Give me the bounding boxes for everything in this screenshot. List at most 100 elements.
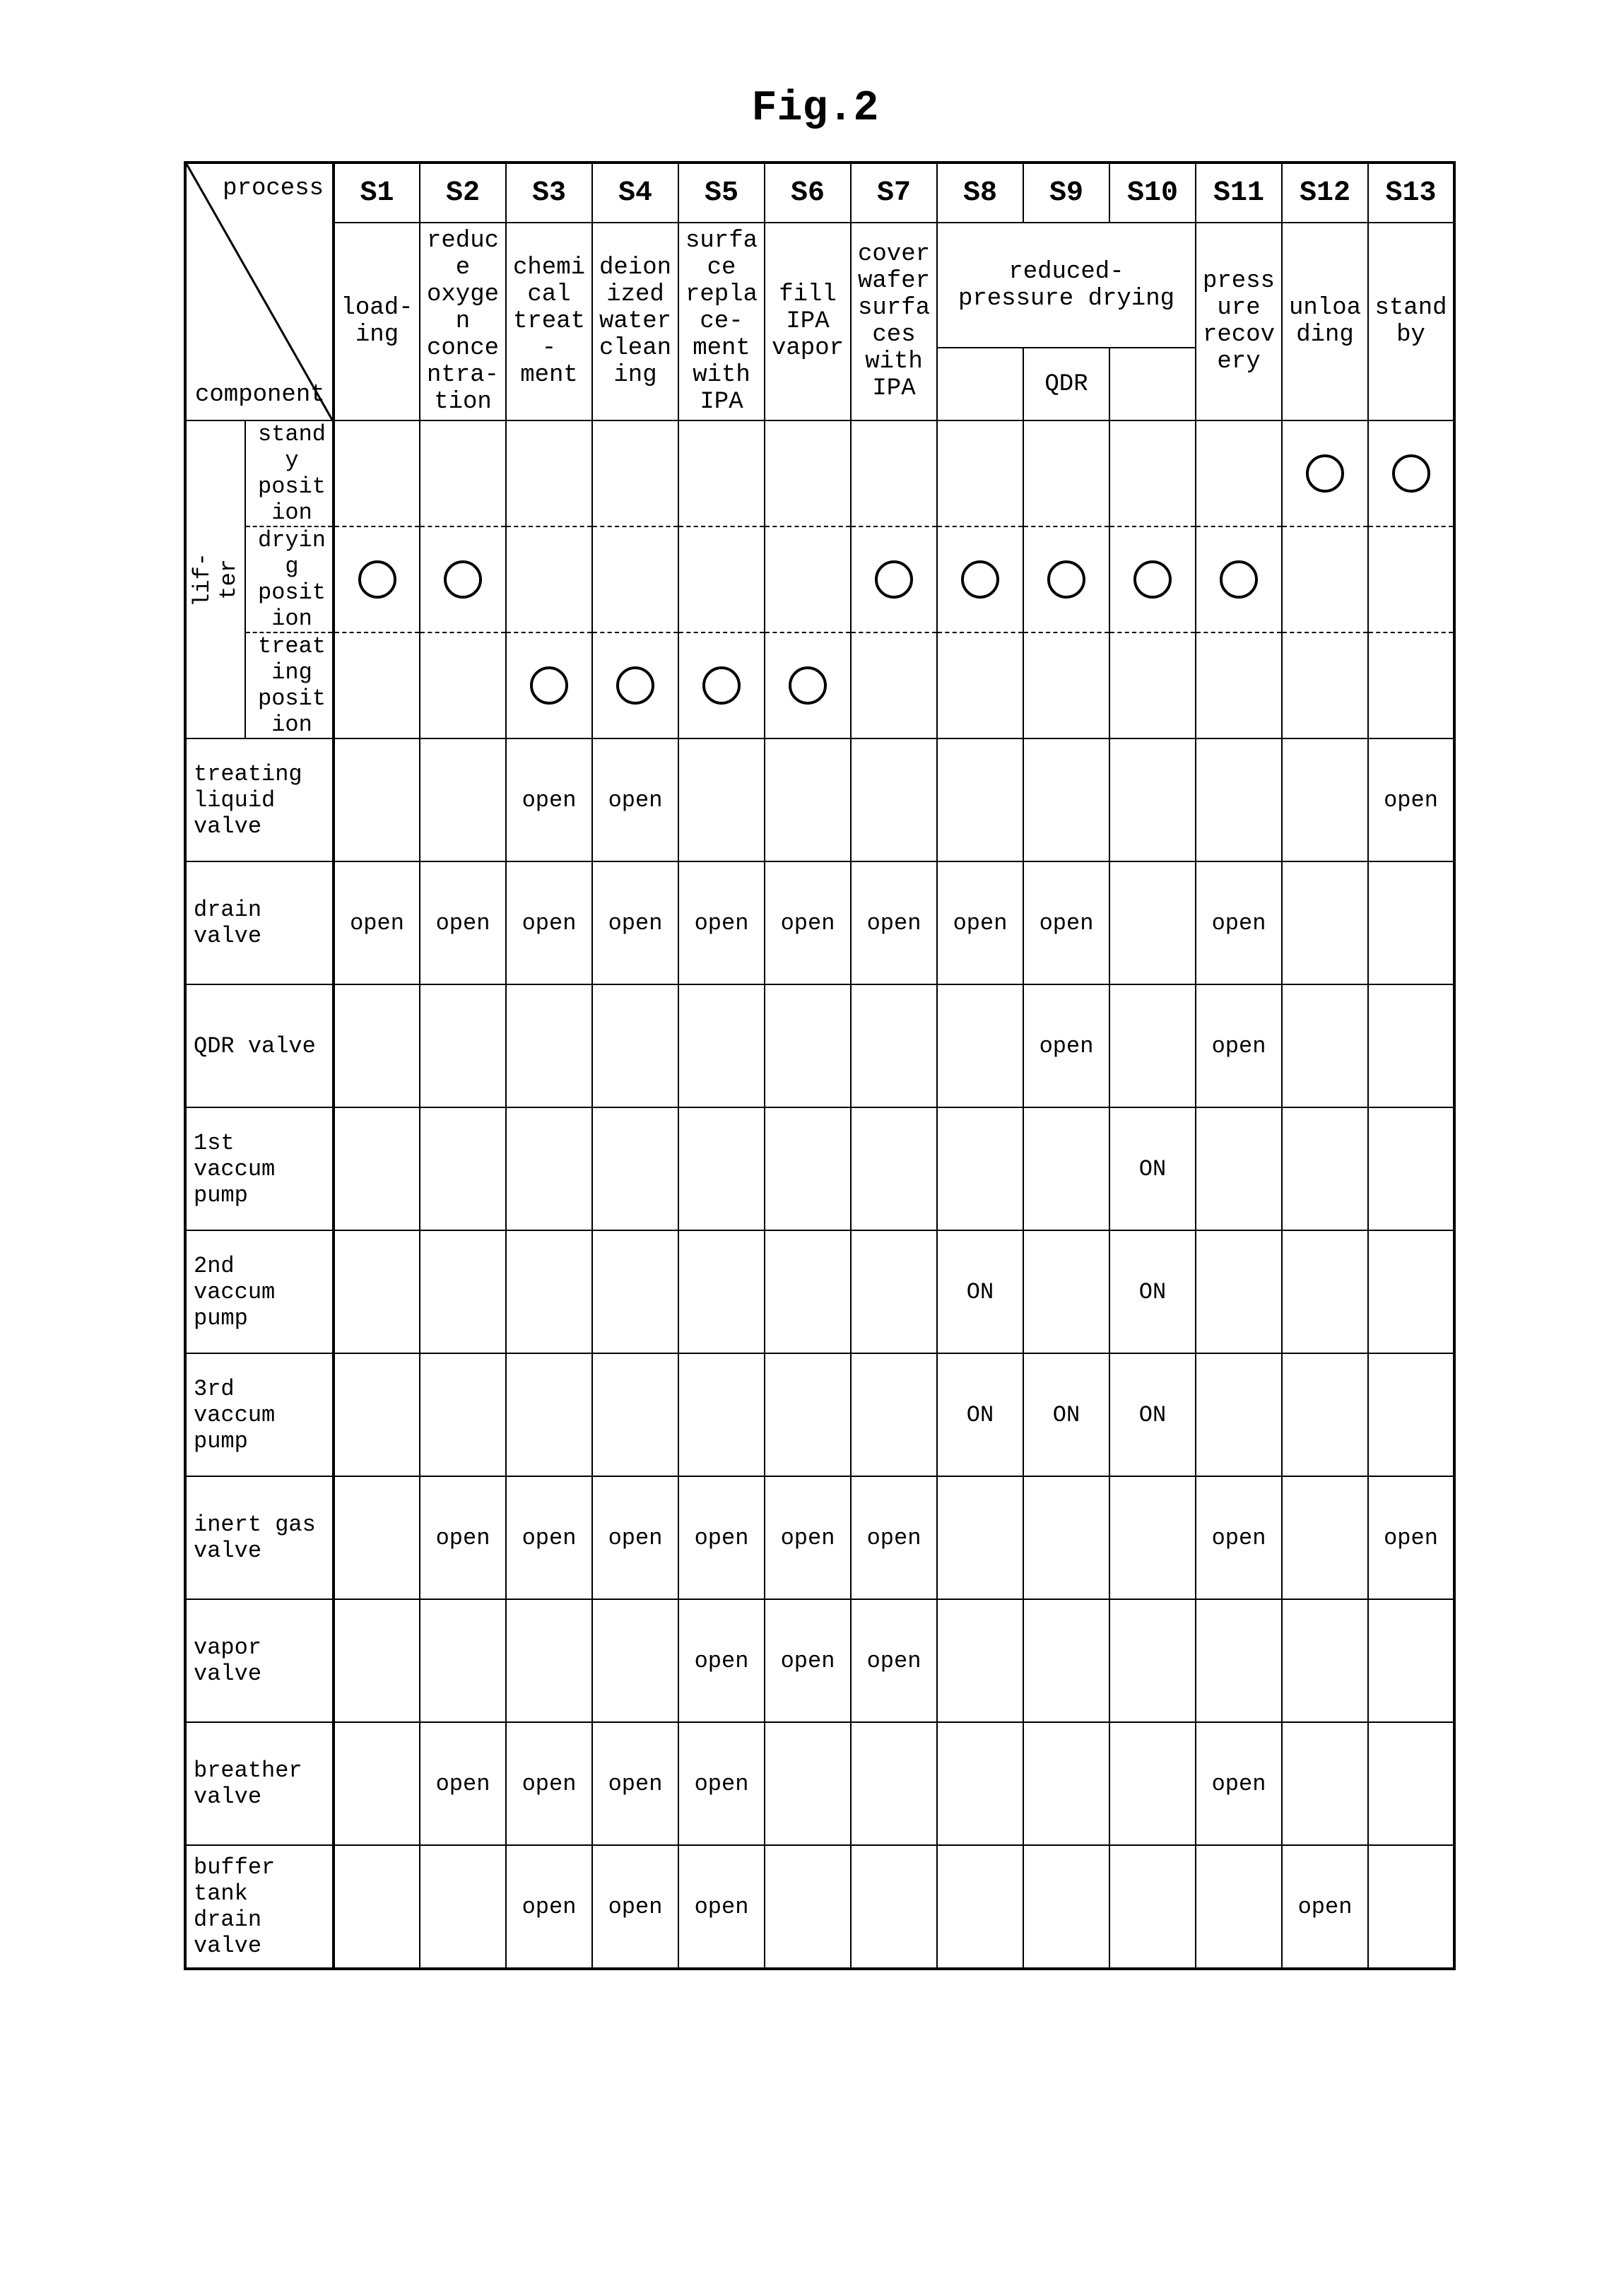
process-name-row: load-ing reduceoxygenconcentra-tion chem… xyxy=(185,223,1454,348)
cell xyxy=(1109,1599,1196,1722)
lifter-slot xyxy=(593,527,678,633)
cell xyxy=(851,1722,937,1845)
cell: open xyxy=(1196,1722,1282,1845)
cell xyxy=(1109,738,1196,861)
cell xyxy=(334,1845,420,1969)
cell xyxy=(1368,1230,1454,1353)
lifter-mark-icon xyxy=(530,666,568,705)
cell xyxy=(592,1599,678,1722)
cell xyxy=(851,1107,937,1230)
cell xyxy=(592,1230,678,1353)
cell xyxy=(765,984,851,1107)
cell: ON xyxy=(937,1230,1023,1353)
step-id: S5 xyxy=(678,163,765,223)
cell xyxy=(765,1107,851,1230)
row-label: 3rd vaccum pump xyxy=(185,1353,334,1476)
lifter-slot xyxy=(1369,527,1453,633)
row-label: 1st vaccum pump xyxy=(185,1107,334,1230)
cell xyxy=(1282,1599,1368,1722)
lifter-slot xyxy=(852,421,936,527)
cell xyxy=(1023,738,1109,861)
cell xyxy=(506,1230,592,1353)
cell: open xyxy=(506,1845,592,1969)
lifter-slot xyxy=(1283,527,1367,633)
lifter-slot xyxy=(335,633,419,738)
lifter-slot xyxy=(1283,633,1367,738)
cell xyxy=(937,984,1023,1107)
cell xyxy=(1109,861,1196,984)
lifter-cell xyxy=(1109,420,1196,738)
lifter-mark-icon xyxy=(961,560,999,599)
lifter-row-label: lif-ter standyposition dryingposition tr… xyxy=(185,420,334,738)
cell xyxy=(1023,1230,1109,1353)
cell: open xyxy=(678,1722,765,1845)
step-id-row: process component S1 S2 S3 S4 S5 S6 S7 S… xyxy=(185,163,1454,223)
cell xyxy=(1368,861,1454,984)
process-name: pressurerecovery xyxy=(1196,223,1282,420)
cell xyxy=(420,1353,506,1476)
process-name-group: reduced-pressure drying xyxy=(937,223,1196,348)
cell xyxy=(1109,984,1196,1107)
process-name: deionizedwatercleaning xyxy=(592,223,678,420)
lifter-mark-icon xyxy=(875,560,913,599)
process-sub: QDR xyxy=(1023,348,1109,420)
cell xyxy=(1368,1845,1454,1969)
process-name: unloading xyxy=(1282,223,1368,420)
lifter-slot xyxy=(1196,421,1281,527)
lifter-slot xyxy=(679,421,764,527)
cell xyxy=(334,984,420,1107)
step-id: S4 xyxy=(592,163,678,223)
lifter-mark-icon xyxy=(1133,560,1172,599)
lifter-cell xyxy=(592,420,678,738)
cell xyxy=(1282,984,1368,1107)
cell: open xyxy=(506,861,592,984)
table-row: vapor valveopenopenopen xyxy=(185,1599,1454,1722)
cell xyxy=(937,1845,1023,1969)
cell: open xyxy=(592,1476,678,1599)
cell: open xyxy=(765,1476,851,1599)
cell xyxy=(678,1107,765,1230)
cell xyxy=(1282,1230,1368,1353)
row-label: buffer tankdrain valve xyxy=(185,1845,334,1969)
step-id: S11 xyxy=(1196,163,1282,223)
lifter-slot xyxy=(765,527,850,633)
cell: open xyxy=(765,861,851,984)
lifter-slot xyxy=(938,421,1023,527)
table-row: treating liquidvalveopenopenopen xyxy=(185,738,1454,861)
cell xyxy=(1196,1107,1282,1230)
cell xyxy=(1196,1845,1282,1969)
lifter-cell xyxy=(1196,420,1282,738)
lifter-slot xyxy=(1024,527,1109,633)
cell xyxy=(420,1845,506,1969)
lifter-cell xyxy=(1282,420,1368,738)
process-name: chemicaltreat-ment xyxy=(506,223,592,420)
cell xyxy=(1023,1722,1109,1845)
lifter-slot xyxy=(938,527,1023,633)
process-name: load-ing xyxy=(334,223,420,420)
process-name: surfacereplace-ment withIPA xyxy=(678,223,765,420)
cell: open xyxy=(851,1599,937,1722)
process-sub xyxy=(937,348,1023,420)
lifter-slot xyxy=(1024,633,1109,738)
cell: open xyxy=(592,738,678,861)
lifter-mark-icon xyxy=(1392,454,1430,493)
cell xyxy=(420,984,506,1107)
cell xyxy=(334,1476,420,1599)
cell xyxy=(765,1722,851,1845)
process-name: coverwafersurfaceswith IPA xyxy=(851,223,937,420)
row-label: vapor valve xyxy=(185,1599,334,1722)
table-row: 1st vaccum pumpON xyxy=(185,1107,1454,1230)
cell: open xyxy=(678,1476,765,1599)
cell xyxy=(1282,1353,1368,1476)
process-name: reduceoxygenconcentra-tion xyxy=(420,223,506,420)
step-id: S3 xyxy=(506,163,592,223)
cell xyxy=(1196,1230,1282,1353)
cell: open xyxy=(506,738,592,861)
cell xyxy=(506,984,592,1107)
cell xyxy=(1196,1599,1282,1722)
cell xyxy=(1023,1845,1109,1969)
cell: open xyxy=(1368,1476,1454,1599)
cell xyxy=(851,984,937,1107)
cell: ON xyxy=(1023,1353,1109,1476)
cell: open xyxy=(334,861,420,984)
